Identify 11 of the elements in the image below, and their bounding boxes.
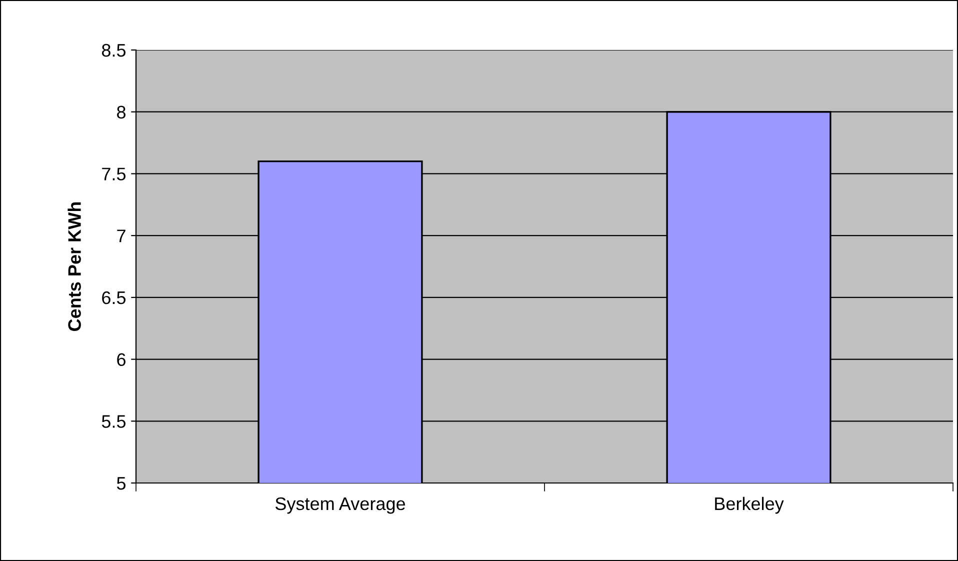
y-tick-label: 7 (117, 230, 126, 242)
y-tick-label: 6.5 (102, 291, 126, 304)
y-axis-title: Cents Per KWh (68, 202, 81, 331)
y-tick-label: 5 (116, 477, 126, 490)
y-tick-label: 8 (117, 106, 126, 119)
y-tick-label: 8.5 (102, 44, 126, 57)
x-tick-label: System Average (275, 497, 406, 514)
y-tick-label: 7.5 (102, 168, 126, 180)
y-tick-label: 5.5 (102, 415, 126, 428)
y-tick-label: 6 (117, 353, 126, 366)
x-tick-label: Berkeley (715, 496, 784, 514)
